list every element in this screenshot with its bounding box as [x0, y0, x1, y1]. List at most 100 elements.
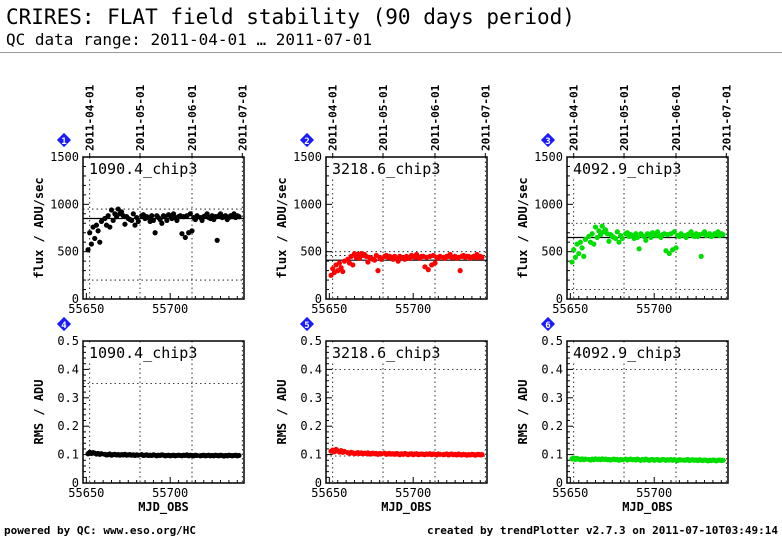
series-label: 1090.4_chip3 — [89, 344, 197, 362]
y-tick-label: 0.5 — [57, 334, 79, 348]
y-tick-label: 0.5 — [541, 334, 563, 348]
x-tick-label: 55700 — [636, 302, 672, 316]
y-tick-label: 0.4 — [57, 362, 79, 376]
data-point — [182, 234, 188, 241]
data-point — [432, 260, 438, 266]
data-point — [579, 245, 585, 251]
date-tick-label: 2011-05-01 — [618, 84, 631, 151]
y-tick-label: 0 — [72, 476, 79, 490]
y-tick-label: 0 — [556, 292, 563, 306]
panel-number-badge — [540, 316, 556, 332]
data-point — [372, 257, 378, 263]
date-tick-label: 2011-05-01 — [134, 84, 147, 151]
date-tick-label: 2011-06-01 — [186, 84, 199, 151]
panel-5: 55650 55700 0 0.1 0.2 0.3 0.4 0.5 RMS / ADU MJD_O… — [275, 316, 488, 515]
panel-number-text: 1 — [61, 137, 66, 147]
y-tick-label: 1000 — [293, 197, 322, 211]
data-point — [479, 452, 485, 458]
y-tick-label: 0 — [72, 292, 79, 306]
data-point — [179, 231, 185, 237]
date-tick-label: 2011-04-01 — [327, 84, 340, 151]
x-tick-label: 55650 — [552, 486, 588, 500]
y-tick-label: 500 — [57, 245, 79, 259]
data-point — [592, 224, 599, 230]
data-point — [591, 241, 597, 247]
x-axis-label: MJD_OBS — [138, 500, 189, 515]
y-tick-label: 1000 — [534, 197, 563, 211]
panel-number-badge — [540, 132, 556, 148]
data-point — [613, 235, 619, 242]
y-tick-label: 0.1 — [57, 448, 79, 462]
series-label-box — [87, 344, 179, 361]
y-axis-label: RMS / ADU — [32, 379, 46, 444]
y-axis-label: RMS / ADU — [516, 379, 530, 444]
data-point — [666, 250, 672, 257]
data-point — [720, 457, 726, 463]
data-point — [599, 223, 605, 229]
data-point — [236, 214, 242, 220]
data-point — [159, 220, 165, 226]
series-label-box — [571, 344, 663, 361]
x-tick-label: 55650 — [68, 486, 104, 500]
data-point — [130, 211, 136, 217]
data-point — [648, 234, 654, 241]
y-tick-label: 0.5 — [300, 334, 322, 348]
y-tick-label: 0.2 — [300, 419, 322, 433]
y-tick-label: 0.3 — [541, 391, 563, 405]
series-label: 3218.6_chip3 — [332, 344, 440, 362]
data-point — [107, 224, 113, 230]
series-label-box — [87, 160, 179, 177]
series-label: 1090.4_chip3 — [89, 160, 197, 178]
data-point — [105, 213, 111, 219]
series-label-box — [571, 160, 663, 177]
data-point — [340, 268, 346, 275]
header-divider — [0, 52, 782, 53]
plot-frame — [325, 340, 488, 484]
date-tick-label: 2011-07-01 — [720, 84, 733, 151]
y-tick-label: 0 — [315, 476, 322, 490]
data-point — [135, 218, 141, 224]
data-point — [698, 253, 704, 259]
y-axis-label: flux / ADU/sec — [516, 177, 530, 278]
y-axis-label: flux / ADU/sec — [32, 177, 46, 278]
data-point — [152, 230, 158, 236]
y-tick-label: 0.3 — [57, 391, 79, 405]
panel-number-badge — [299, 132, 315, 148]
x-tick-label: 55650 — [552, 302, 588, 316]
series-label: 4092.9_chip3 — [573, 160, 681, 178]
data-point — [457, 268, 463, 274]
data-point — [616, 239, 622, 245]
page-title: CRIRES: FLAT field stability (90 days pe… — [6, 5, 575, 29]
y-tick-label: 0.1 — [541, 448, 563, 462]
date-tick-label: 2011-04-01 — [568, 84, 581, 151]
data-point — [576, 250, 582, 257]
x-tick-label: 55700 — [152, 486, 188, 500]
panel-4: 55650 55700 0 0.1 0.2 0.3 0.4 0.5 RMS / ADU MJD_O… — [32, 316, 245, 515]
panel-number-text: 4 — [61, 321, 67, 331]
y-tick-label: 0.4 — [541, 362, 563, 376]
data-point — [569, 259, 575, 265]
data-point — [189, 228, 195, 234]
series-label-box — [330, 160, 422, 177]
y-tick-label: 1500 — [534, 150, 563, 164]
data-point — [634, 234, 641, 241]
date-tick-label: 2011-06-01 — [429, 84, 442, 151]
data-point — [606, 238, 612, 244]
data-point — [85, 247, 91, 253]
y-tick-label: 500 — [300, 245, 322, 259]
data-point — [589, 231, 595, 237]
x-tick-label: 55650 — [68, 302, 104, 316]
date-tick-label: 2011-07-01 — [236, 84, 249, 151]
data-point — [350, 262, 356, 268]
page-subtitle: QC data range: 2011-04-01 … 2011-07-01 — [6, 30, 373, 49]
panel-number-badge — [56, 316, 72, 332]
data-point — [572, 254, 578, 260]
data-point — [571, 247, 577, 253]
data-point — [577, 239, 584, 245]
data-point — [581, 253, 587, 259]
y-tick-label: 1000 — [50, 197, 79, 211]
panel-number-badge — [299, 316, 315, 332]
data-point — [122, 221, 128, 227]
panel-6: 55650 55700 0 0.1 0.2 0.3 0.4 0.5 RMS / ADU MJD_O… — [516, 316, 729, 515]
